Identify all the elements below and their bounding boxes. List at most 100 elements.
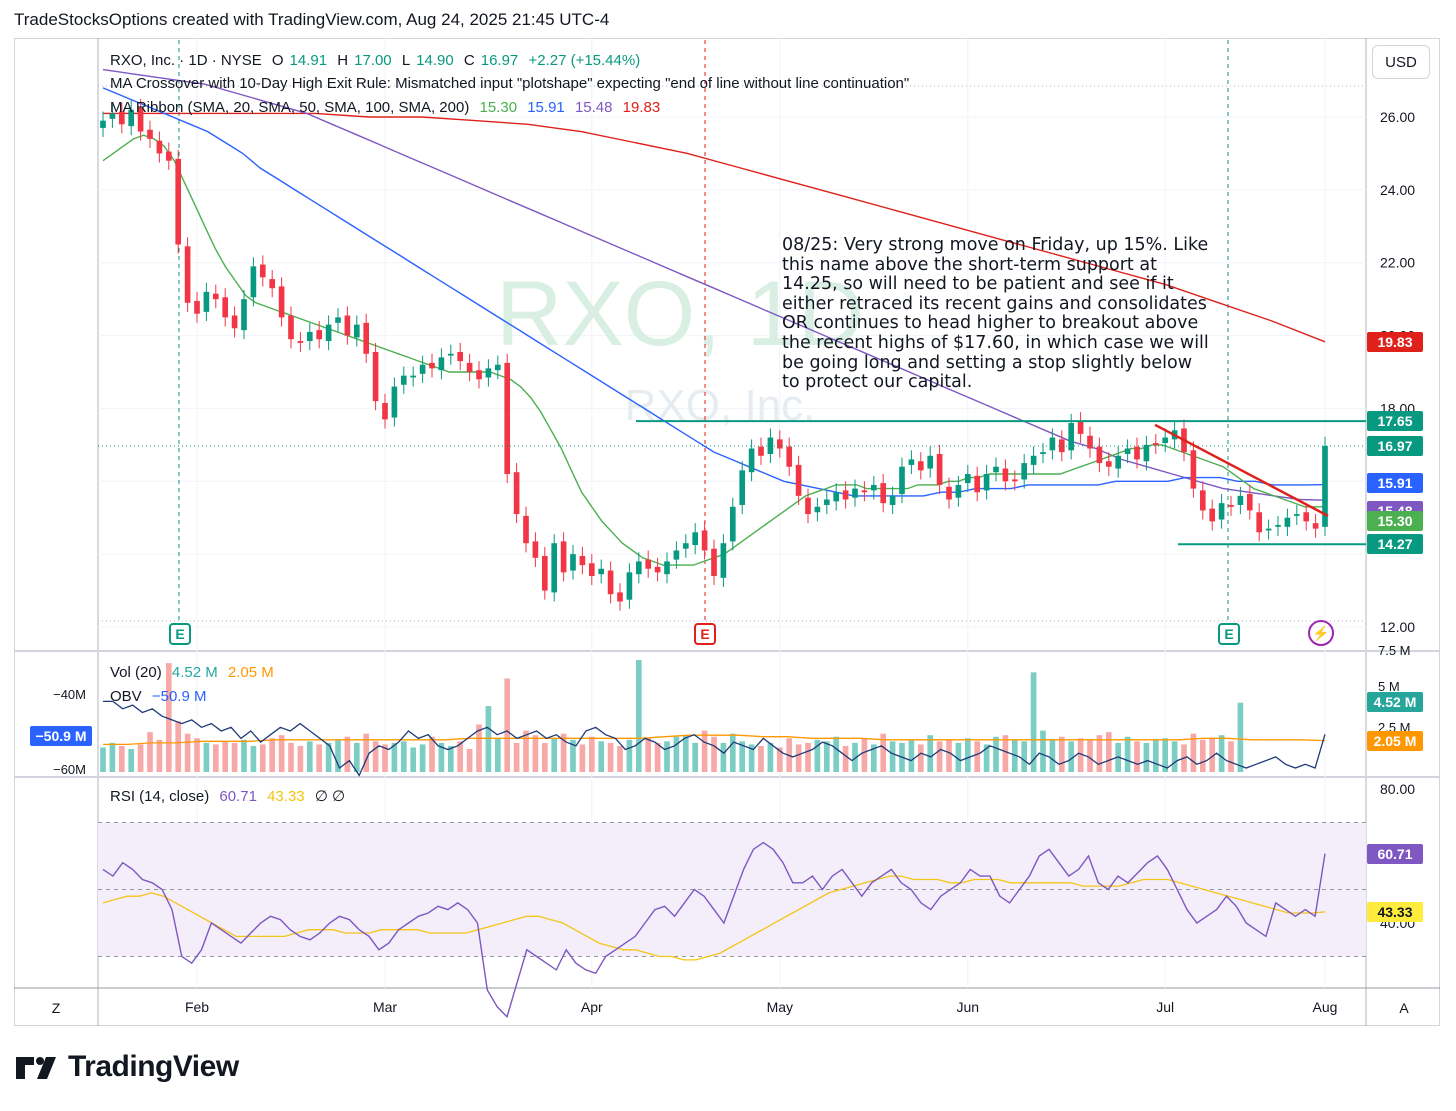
- candle: [635, 561, 642, 575]
- candle: [212, 293, 219, 300]
- volume-bar: [297, 745, 304, 772]
- volume-bar: [1218, 735, 1225, 772]
- volume-bar: [673, 736, 680, 772]
- open-value: 14.91: [289, 52, 328, 69]
- candle: [870, 484, 877, 491]
- volume-bar: [203, 742, 210, 772]
- volume-tick-label: 7.5 M: [1378, 643, 1411, 658]
- y-tick-label: 26.00: [1380, 109, 1415, 125]
- candle: [1021, 463, 1028, 480]
- earnings-badge[interactable]: E: [694, 623, 716, 645]
- dividend-lightning-icon[interactable]: ⚡: [1308, 620, 1334, 646]
- candle: [908, 459, 915, 465]
- high-value: 17.00: [354, 52, 392, 69]
- candle: [194, 300, 200, 314]
- rsi-label: RSI (14, close): [110, 788, 210, 805]
- volume-bar: [748, 744, 755, 772]
- candle: [128, 109, 135, 127]
- candle: [1209, 508, 1216, 522]
- candle: [353, 324, 360, 338]
- candle: [833, 492, 840, 502]
- volume-bar: [767, 742, 774, 772]
- candle: [203, 291, 210, 312]
- volume-bar: [607, 742, 614, 772]
- volume-bar: [946, 739, 952, 772]
- obv-legend[interactable]: OBV −50.9 M: [110, 688, 212, 705]
- x-tick-label: Aug: [1313, 999, 1338, 1015]
- candle: [1143, 444, 1150, 462]
- chart-header: TradeStocksOptions created with TradingV…: [14, 10, 610, 29]
- candle: [1152, 443, 1159, 445]
- candle: [720, 543, 727, 578]
- candle: [1105, 461, 1112, 467]
- rsi-legend[interactable]: RSI (14, close) 60.71 43.33 ∅ ∅: [110, 787, 351, 805]
- volume-bar: [325, 742, 332, 772]
- obv-value: −50.9 M: [151, 688, 207, 705]
- candle: [852, 488, 858, 498]
- volume-bar: [466, 749, 473, 772]
- candle: [1134, 446, 1140, 460]
- volume-bar: [880, 733, 887, 772]
- volume-bar: [1228, 741, 1234, 772]
- candle: [880, 483, 887, 504]
- volume-bar: [617, 745, 623, 772]
- volume-bar: [222, 741, 229, 772]
- volume-bar: [823, 741, 830, 772]
- candle: [946, 486, 952, 500]
- volume-bar: [711, 736, 717, 772]
- currency-button[interactable]: USD: [1372, 45, 1430, 79]
- candle: [363, 322, 370, 354]
- volume-ma-label: 2.05 M: [1367, 731, 1423, 751]
- volume-bar: [1011, 739, 1018, 772]
- volume-bar: [156, 739, 163, 772]
- volume-bar: [1030, 672, 1037, 772]
- volume-bar: [936, 741, 943, 772]
- close-value: 16.97: [480, 52, 519, 69]
- volume-bar: [128, 749, 135, 772]
- rsi-line: [102, 841, 1326, 1019]
- volume-bar: [720, 742, 727, 772]
- volume-bar: [137, 744, 144, 772]
- candle: [889, 495, 896, 505]
- auto-scale-button[interactable]: A: [1399, 1000, 1409, 1016]
- candle: [964, 474, 971, 484]
- candle: [137, 107, 144, 132]
- earnings-badge[interactable]: E: [1218, 623, 1240, 645]
- candle: [429, 362, 435, 369]
- volume-bar: [288, 742, 294, 772]
- candle: [109, 113, 116, 119]
- candle: [588, 563, 595, 576]
- candle: [513, 472, 520, 515]
- candle: [1087, 435, 1093, 449]
- candle: [250, 266, 257, 298]
- candle: [391, 386, 398, 418]
- candle: [306, 331, 313, 342]
- price-label: 15.91: [1367, 472, 1423, 493]
- volume-bar: [363, 733, 370, 772]
- study-error-legend[interactable]: MA Crossover with 10-Day High Exit Rule:…: [110, 75, 910, 92]
- timezone-button[interactable]: Z: [51, 1000, 61, 1016]
- ma-ribbon-label: MA Ribbon (SMA, 20, SMA, 50, SMA, 100, S…: [110, 99, 470, 116]
- candle: [1068, 423, 1075, 451]
- candle: [325, 324, 332, 342]
- volume-bar: [1049, 739, 1056, 772]
- annotation-text[interactable]: 08/25: Very strong move on Friday, up 15…: [782, 235, 1209, 393]
- candle: [1228, 504, 1234, 507]
- volume-legend[interactable]: Vol (20) 4.52 M 2.05 M: [110, 664, 280, 681]
- volume-bar: [494, 738, 501, 772]
- vol-label: Vol (20): [110, 664, 162, 681]
- volume-bar: [983, 744, 990, 772]
- ma50-line: [102, 87, 1326, 497]
- y-tick-label: 24.00: [1380, 182, 1415, 198]
- ma-ribbon-legend[interactable]: MA Ribbon (SMA, 20, SMA, 50, SMA, 100, S…: [110, 99, 666, 116]
- chart-frame: [14, 38, 1440, 1026]
- volume-bar: [598, 741, 605, 772]
- volume-bar: [814, 739, 821, 772]
- earnings-badge[interactable]: E: [169, 623, 191, 645]
- volume-bar: [504, 678, 511, 772]
- volume-bar: [889, 741, 896, 772]
- volume-bar: [194, 738, 200, 772]
- volume-bar: [955, 742, 962, 772]
- volume-bar: [476, 724, 482, 772]
